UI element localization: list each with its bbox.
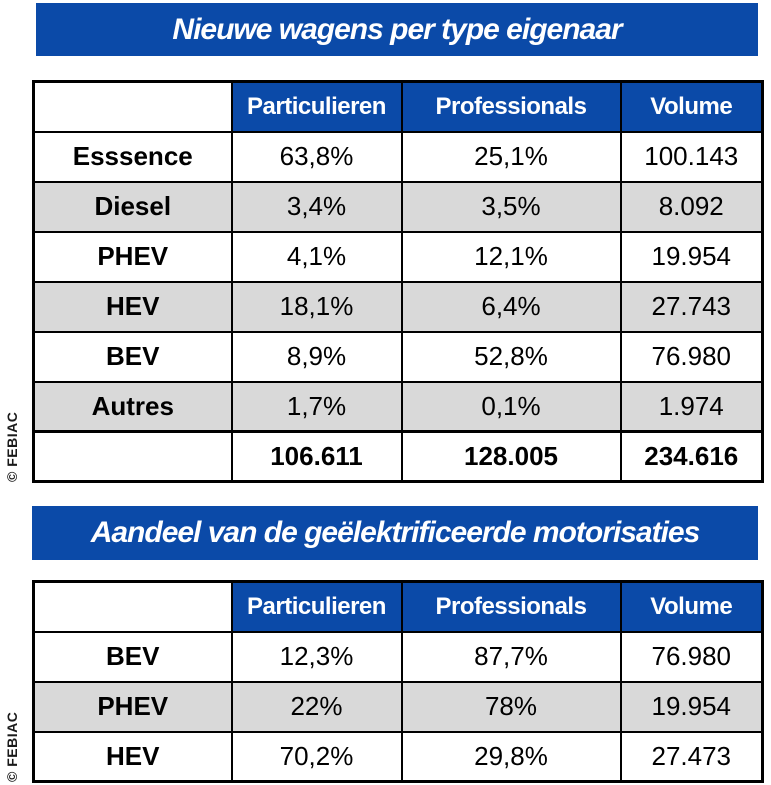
table-row: Diesel 3,4% 3,5% 8.092 <box>32 180 764 233</box>
table1-title: Nieuwe wagens per type eigenaar <box>172 12 622 46</box>
data-cell: 12,1% <box>400 230 622 283</box>
table2-title: Aandeel van de geëlektrificeerde motoris… <box>90 516 701 549</box>
data-cell: 8.092 <box>619 180 764 233</box>
data-cell: 22% <box>230 680 403 733</box>
table-header-row: Particulieren Professionals Volume <box>32 80 764 133</box>
data-cell: 25,1% <box>400 130 622 183</box>
table-header-row: Particulieren Professionals Volume <box>32 580 764 633</box>
data-cell: 1.974 <box>619 380 764 433</box>
total-cell: 234.616 <box>619 430 764 483</box>
row-label: PHEV <box>32 230 233 283</box>
total-cell: 106.611 <box>230 430 403 483</box>
data-cell: 3,5% <box>400 180 622 233</box>
row-label: BEV <box>32 330 233 383</box>
table-row: HEV 70,2% 29,8% 27.473 <box>32 730 764 783</box>
data-cell: 18,1% <box>230 280 403 333</box>
data-cell: 0,1% <box>400 380 622 433</box>
data-cell: 12,3% <box>230 630 403 683</box>
data-cell: 78% <box>400 680 622 733</box>
new-cars-by-owner-type-table: Particulieren Professionals Volume Essse… <box>32 80 764 483</box>
data-cell: 4,1% <box>230 230 403 283</box>
data-cell: 27.473 <box>619 730 764 783</box>
row-label <box>32 430 233 483</box>
column-header-particulieren: Particulieren <box>230 580 403 633</box>
data-cell: 76.980 <box>619 630 764 683</box>
data-cell: 52,8% <box>400 330 622 383</box>
table-row: BEV 12,3% 87,7% 76.980 <box>32 630 764 683</box>
totals-row: 106.611 128.005 234.616 <box>32 430 764 483</box>
copyright-label: © FEBIAC <box>4 411 20 482</box>
row-label: Autres <box>32 380 233 433</box>
data-cell: 27.743 <box>619 280 764 333</box>
table2-title-banner: Aandeel van de geëlektrificeerde motoris… <box>32 506 758 560</box>
data-cell: 19.954 <box>619 680 764 733</box>
table-row: Autres 1,7% 0,1% 1.974 <box>32 380 764 433</box>
row-label: Esssence <box>32 130 233 183</box>
data-cell: 1,7% <box>230 380 403 433</box>
data-cell: 100.143 <box>619 130 764 183</box>
data-cell: 63,8% <box>230 130 403 183</box>
copyright-label: © FEBIAC <box>4 711 20 782</box>
total-cell: 128.005 <box>400 430 622 483</box>
row-label: BEV <box>32 630 233 683</box>
row-label: Diesel <box>32 180 233 233</box>
column-header-volume: Volume <box>619 580 764 633</box>
row-label: HEV <box>32 280 233 333</box>
data-cell: 6,4% <box>400 280 622 333</box>
data-cell: 29,8% <box>400 730 622 783</box>
column-header-professionals: Professionals <box>400 580 622 633</box>
table1-title-banner: Nieuwe wagens per type eigenaar <box>36 3 758 56</box>
corner-cell <box>32 80 233 133</box>
table-row: HEV 18,1% 6,4% 27.743 <box>32 280 764 333</box>
table-row: Esssence 63,8% 25,1% 100.143 <box>32 130 764 183</box>
data-cell: 70,2% <box>230 730 403 783</box>
table-row: PHEV 22% 78% 19.954 <box>32 680 764 733</box>
row-label: HEV <box>32 730 233 783</box>
column-header-particulieren: Particulieren <box>230 80 403 133</box>
table-row: PHEV 4,1% 12,1% 19.954 <box>32 230 764 283</box>
data-cell: 8,9% <box>230 330 403 383</box>
column-header-volume: Volume <box>619 80 764 133</box>
data-cell: 87,7% <box>400 630 622 683</box>
data-cell: 76.980 <box>619 330 764 383</box>
electrified-motorisations-share-table: Particulieren Professionals Volume BEV 1… <box>32 580 764 783</box>
data-cell: 19.954 <box>619 230 764 283</box>
column-header-professionals: Professionals <box>400 80 622 133</box>
table-row: BEV 8,9% 52,8% 76.980 <box>32 330 764 383</box>
corner-cell <box>32 580 233 633</box>
data-cell: 3,4% <box>230 180 403 233</box>
row-label: PHEV <box>32 680 233 733</box>
